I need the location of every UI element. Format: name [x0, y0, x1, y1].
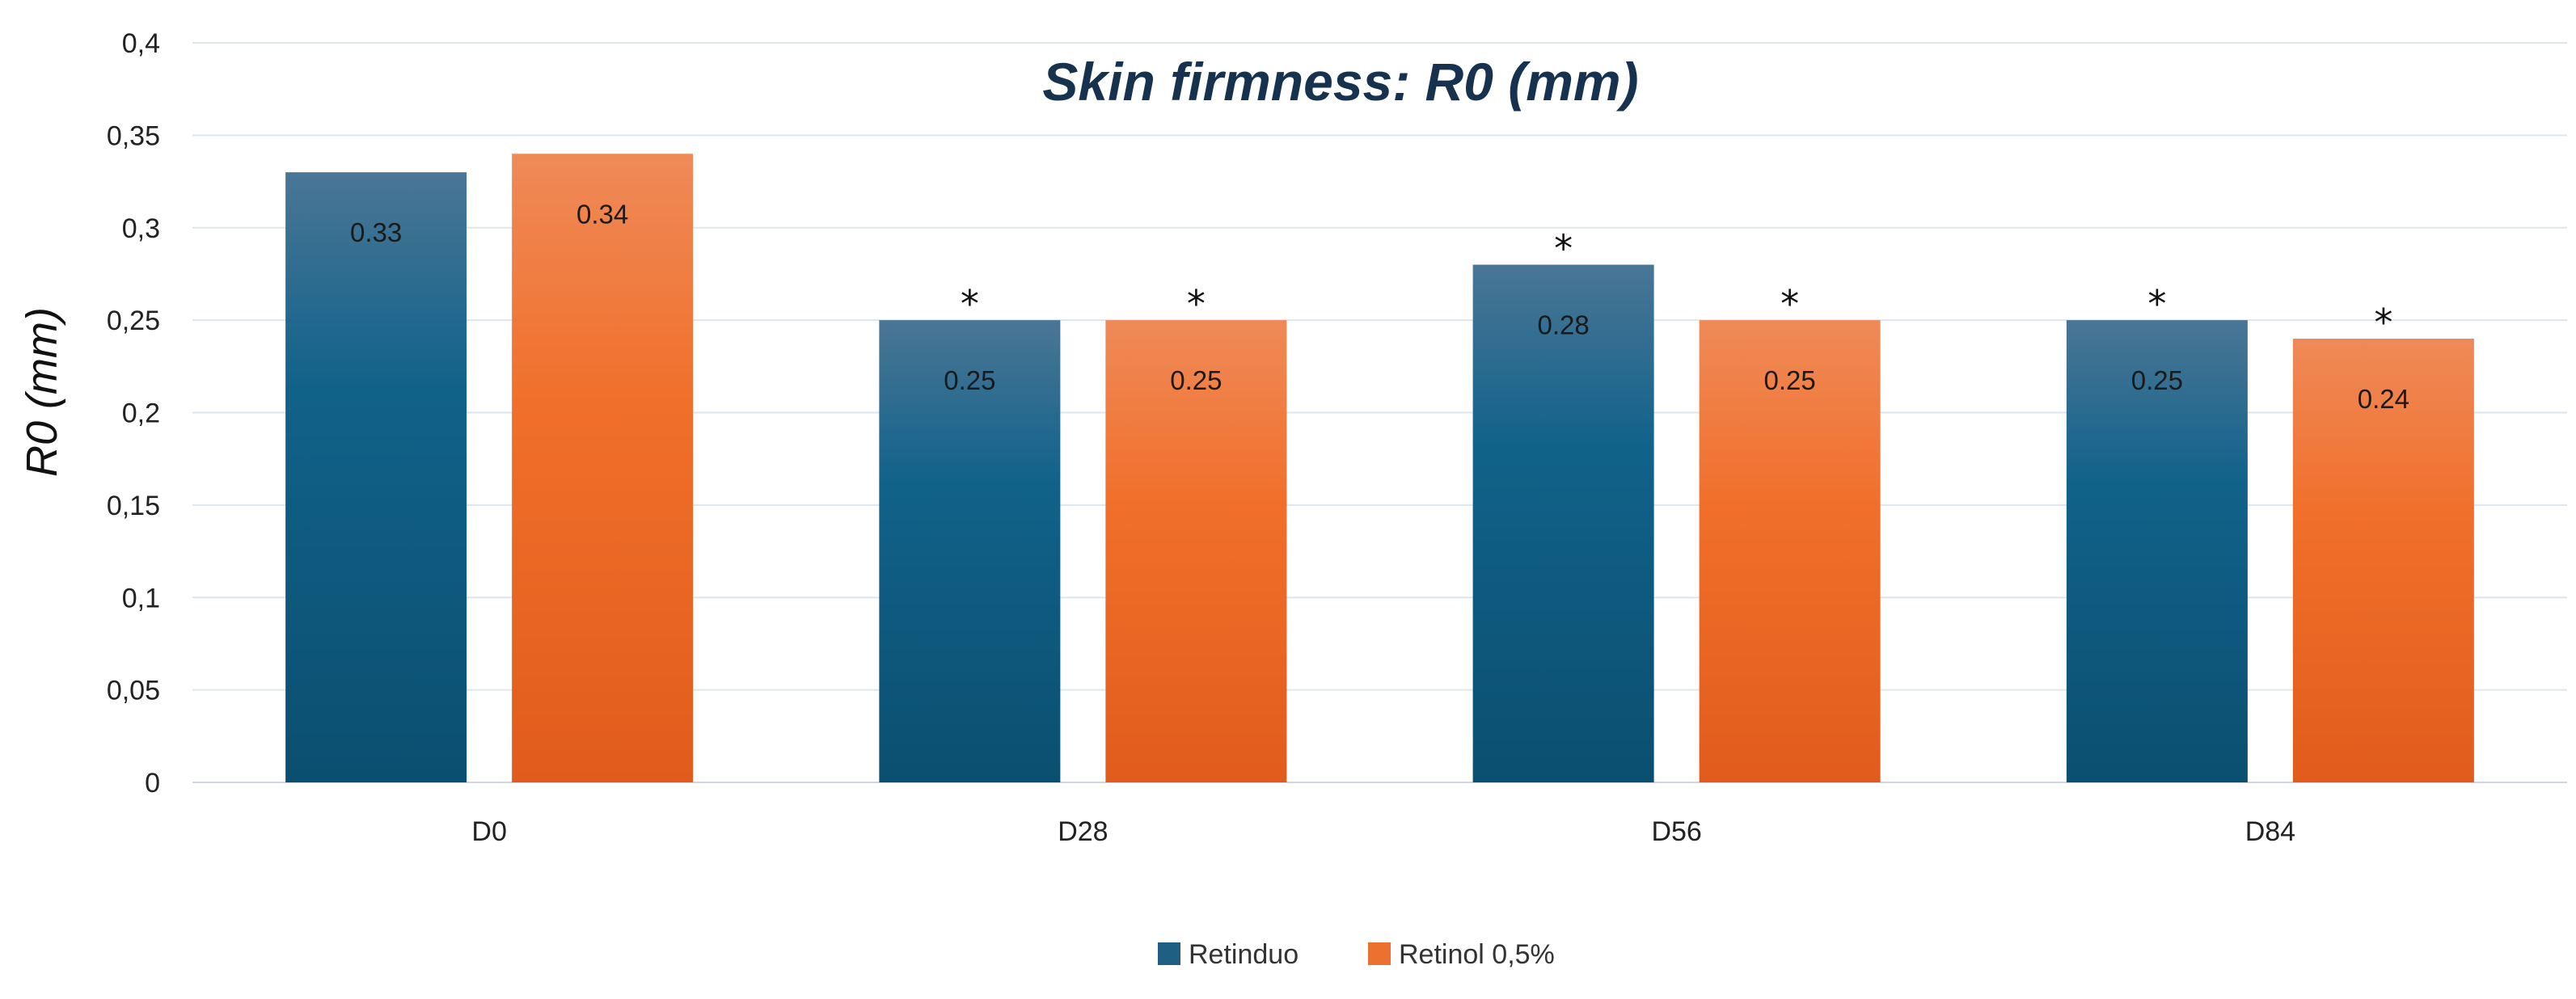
significance-marker: *: [1554, 227, 1573, 271]
bar-retinduo-d56: [1472, 264, 1654, 782]
y-tick-label: 0,3: [122, 213, 160, 244]
data-label: 0.25: [1170, 365, 1222, 395]
bar-retinduo-d0: [285, 172, 467, 782]
y-tick-label: 0: [145, 768, 160, 799]
data-label: 0.28: [1538, 310, 1590, 340]
bar-retinol-d84: [2292, 339, 2474, 782]
significance-marker: *: [1780, 282, 1799, 326]
x-tick-label: D0: [471, 816, 506, 847]
y-tick-label: 0,25: [107, 306, 160, 336]
y-axis-label: R0 (mm): [18, 307, 66, 477]
y-tick-label: 0,35: [107, 120, 160, 151]
significance-marker: *: [2147, 282, 2166, 326]
y-tick-label: 0,15: [107, 491, 160, 521]
significance-marker: *: [2374, 301, 2392, 344]
x-tick-label: D84: [2245, 816, 2295, 847]
bar-retinol-d28: [1105, 320, 1287, 782]
legend-label: Retinol 0,5%: [1399, 939, 1555, 970]
y-tick-label: 0,1: [122, 583, 160, 613]
bars: [285, 154, 2474, 782]
legend: Retinduo Retinol 0,5%: [1158, 939, 1555, 970]
bar-retinol-d56: [1699, 320, 1881, 782]
data-label: 0.25: [2131, 365, 2183, 395]
legend-swatch: [1368, 942, 1391, 965]
data-label: 0.33: [350, 217, 402, 247]
bar-retinduo-d84: [2066, 320, 2248, 782]
y-tick-label: 0,2: [122, 398, 160, 429]
legend-swatch: [1158, 942, 1180, 965]
significance-marker: *: [961, 282, 979, 326]
x-axis-ticks: D0 D28 D56 D84: [471, 816, 2295, 847]
y-axis-ticks: 0 0,05 0,1 0,15 0,2 0,25 0,3 0,35 0,4: [107, 28, 160, 799]
data-label: 0.24: [2358, 384, 2409, 414]
x-tick-label: D56: [1651, 816, 1701, 847]
data-label: 0.25: [944, 365, 995, 395]
x-tick-label: D28: [1058, 816, 1108, 847]
bar-retinol-d0: [512, 154, 694, 782]
data-labels: 0.33 0.34 0.25 * 0.25 * 0.28 * 0.25 * 0.25 * 0.24 *: [350, 199, 2409, 414]
y-tick-label: 0,05: [107, 676, 160, 706]
bar-retinduo-d28: [879, 320, 1061, 782]
data-label: 0.25: [1764, 365, 1816, 395]
significance-marker: *: [1187, 282, 1206, 326]
data-label: 0.34: [576, 199, 628, 229]
chart-title: Skin firmness: R0 (mm): [1042, 52, 1638, 112]
legend-label: Retinduo: [1189, 939, 1299, 970]
y-tick-label: 0,4: [122, 28, 160, 59]
